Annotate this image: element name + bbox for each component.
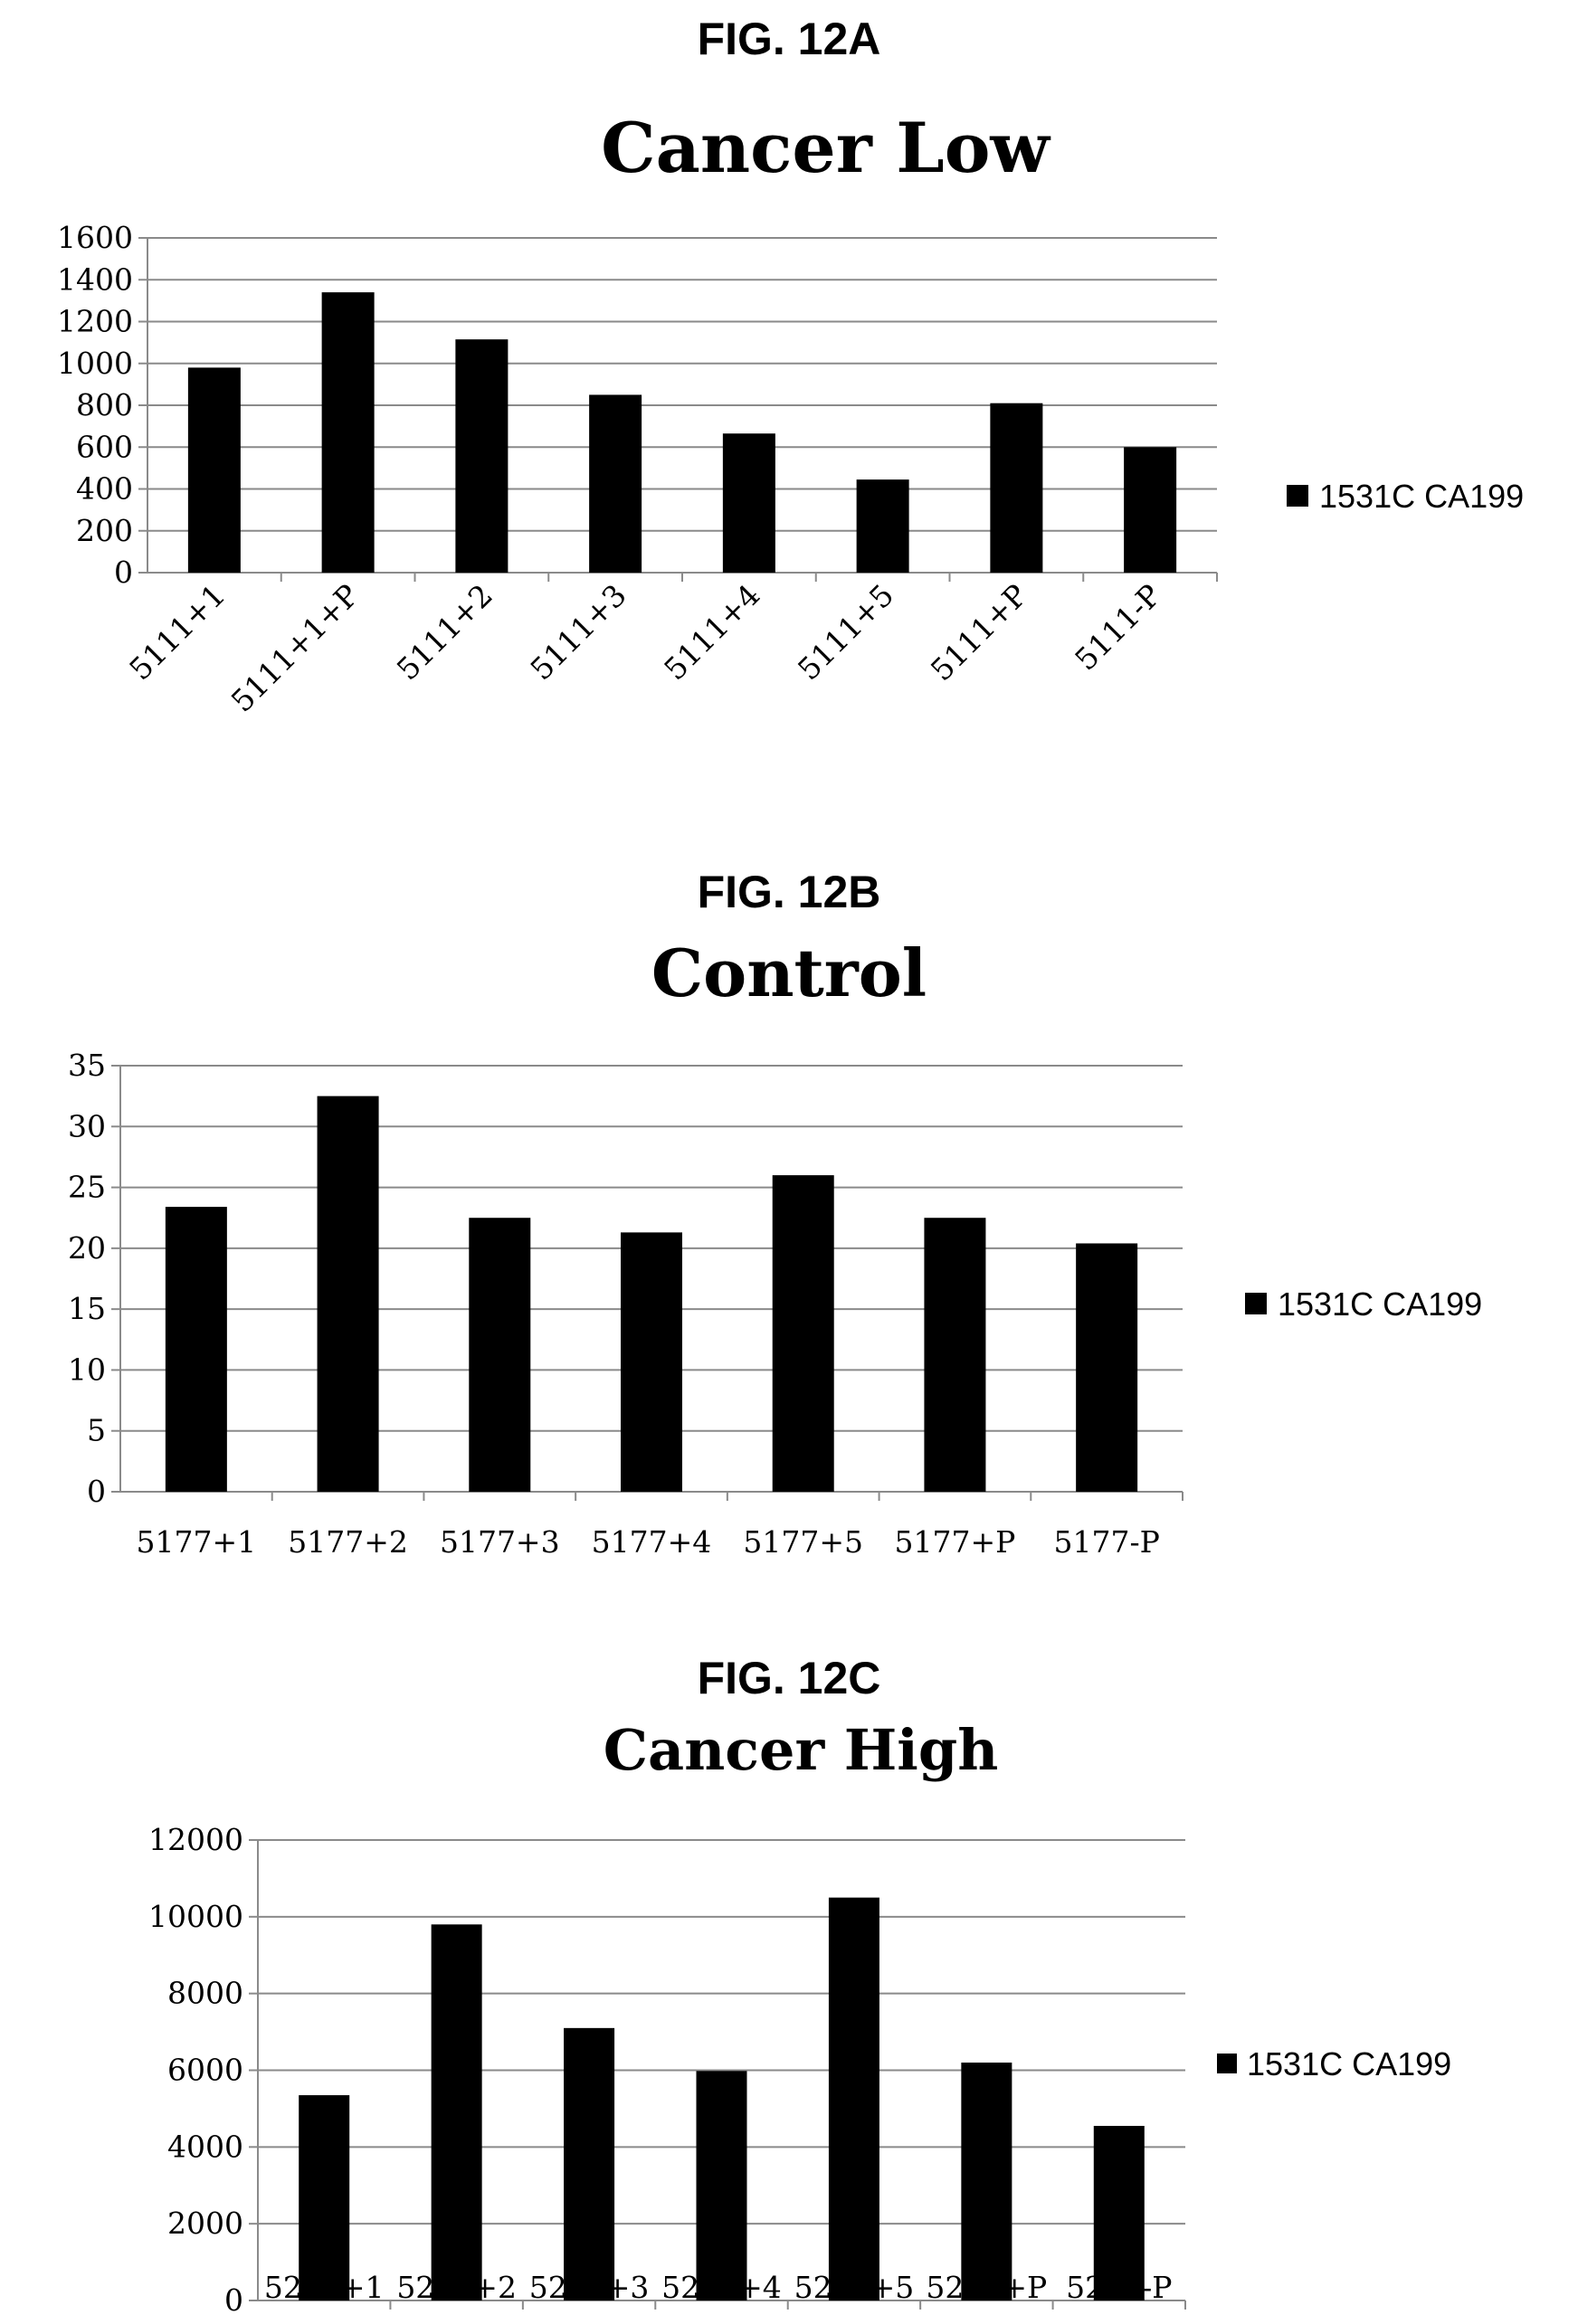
plot-area-12a: 020040060080010001200140016005111+15111+… <box>57 220 1218 719</box>
bar-12b-5177+P <box>924 1218 986 1492</box>
y-tick-label-12b: 30 <box>68 1108 106 1143</box>
x-tick-label-12b: 5177+4 <box>592 1524 712 1560</box>
y-tick-label-12b: 20 <box>68 1230 106 1266</box>
legend-label-12b: 1531C CA199 <box>1278 1285 1482 1323</box>
y-tick-label-12a: 0 <box>114 555 133 590</box>
x-tick-label-12c: 5285-P <box>1066 2270 1172 2305</box>
legend-label-12c: 1531C CA199 <box>1247 2045 1451 2082</box>
bar-12c-5285-P <box>1093 2126 1145 2300</box>
bar-12a-5111+1+P <box>321 292 375 573</box>
y-tick-label-12a: 200 <box>76 513 133 548</box>
y-tick-label-12c: 12000 <box>148 1822 243 1857</box>
y-tick-label-12b: 35 <box>68 1048 106 1083</box>
plot-area-12c: 0 2000 4000 6000 8000 10000 12000 5285+1 5285+2 5… <box>148 1822 1186 2318</box>
figure-label-12a: FIG. 12A <box>698 14 881 64</box>
x-tick-label-12a: 5111+5 <box>791 577 900 687</box>
y-tick-label-12b: 5 <box>87 1413 106 1448</box>
figure-label-12c: FIG. 12C <box>698 1653 881 1703</box>
y-tick-label-12c: 6000 <box>167 2053 243 2088</box>
bar-12c-5285+2 <box>431 1924 482 2300</box>
x-tick-label-12a: 5111+P <box>924 577 1034 688</box>
x-tick-label-12c: 5285+P <box>926 2270 1047 2305</box>
legend-swatch-12c <box>1217 2054 1237 2073</box>
plot-area-12b: 0 5 10 15 20 25 30 35 5177+1 5177+2 5177+3 5177+4 51… <box>68 1048 1184 1560</box>
bar-12a-5111+3 <box>589 394 642 573</box>
bar-12b-5177-P <box>1076 1243 1138 1492</box>
bar-12b-5177+1 <box>165 1207 227 1492</box>
legend-label-12a: 1531C CA199 <box>1319 478 1524 515</box>
y-tick-label-12c: 4000 <box>167 2129 243 2164</box>
bar-12c-5285+P <box>961 2063 1012 2300</box>
x-tick-label-12a: 5111+2 <box>390 577 499 687</box>
x-tick-label-12b: 5177+P <box>895 1524 1016 1560</box>
bar-12c-5285+5 <box>828 1897 879 2300</box>
y-tick-label-12a: 1400 <box>57 261 133 297</box>
x-tick-label-12b: 5177-P <box>1053 1524 1159 1560</box>
x-tick-label-12b: 5177+2 <box>288 1524 408 1560</box>
y-tick-label-12b: 25 <box>68 1170 106 1205</box>
bar-12b-5177+4 <box>621 1232 682 1492</box>
bar-12b-5177+3 <box>469 1218 531 1492</box>
bar-12b-5177+2 <box>317 1096 379 1492</box>
y-tick-label-12b: 15 <box>68 1291 106 1326</box>
x-tick-label-12c: 5285+4 <box>661 2270 782 2305</box>
bar-12a-5111-P <box>1124 447 1177 573</box>
x-tick-label-12a: 5111-P <box>1068 577 1168 678</box>
bar-12c-5285+1 <box>299 2095 350 2300</box>
bar-12a-5111+5 <box>856 479 909 573</box>
bar-12c-5285+4 <box>696 2071 747 2300</box>
x-tick-label-12a: 5111+1+P <box>224 577 366 719</box>
x-tick-label-12b: 5177+1 <box>137 1524 257 1560</box>
chart-12b: FIG. 12B Control 0 5 10 15 20 25 30 35 5177+1 517… <box>68 867 1482 1560</box>
y-tick-label-12b: 0 <box>87 1474 106 1509</box>
y-tick-label-12b: 10 <box>68 1352 106 1387</box>
y-tick-label-12c: 10000 <box>148 1899 243 1934</box>
legend-swatch-12b <box>1245 1293 1267 1314</box>
x-tick-label-12a: 5111+1 <box>122 577 232 687</box>
legend-12a: 1531C CA199 <box>1287 478 1524 515</box>
x-tick-label-12c: 5285+3 <box>529 2270 650 2305</box>
chart-12c: FIG. 12C Cancer High 0 2000 4000 6000 8000 10… <box>148 1653 1451 2318</box>
y-tick-label-12c: 8000 <box>167 1976 243 2011</box>
legend-swatch-12a <box>1287 485 1308 507</box>
bar-12a-5111+2 <box>455 339 509 573</box>
bar-12a-5111+1 <box>187 367 241 573</box>
bar-12a-5111+P <box>990 403 1043 573</box>
x-tick-label-12c: 5285+1 <box>264 2270 385 2305</box>
x-tick-label-12a: 5111+3 <box>523 577 632 687</box>
x-tick-label-12b: 5177+3 <box>440 1524 560 1560</box>
chart-12a: FIG. 12A Cancer Low 0 200 400 600 800 1000 120… <box>57 14 1524 719</box>
x-tick-label-12a: 5111+4 <box>657 577 766 687</box>
figure-label-12b: FIG. 12B <box>698 867 881 917</box>
bar-12b-5177+5 <box>772 1175 834 1492</box>
y-tick-label-12a: 800 <box>76 387 133 422</box>
bar-12a-5111+4 <box>722 433 775 573</box>
y-tick-label-12a: 1200 <box>57 304 133 339</box>
chart-title-12b: Control <box>651 934 927 1011</box>
y-tick-label-12c: 0 <box>224 2282 243 2318</box>
y-tick-label-12c: 2000 <box>167 2205 243 2241</box>
y-tick-label-12a: 600 <box>76 429 133 464</box>
y-tick-label-12a: 1600 <box>57 220 133 255</box>
chart-title-12a: Cancer Low <box>601 108 1050 188</box>
y-tick-label-12a: 1000 <box>57 346 133 381</box>
x-tick-label-12b: 5177+5 <box>743 1524 863 1560</box>
x-tick-label-12c: 5285+5 <box>794 2270 915 2305</box>
chart-title-12c: Cancer High <box>604 1717 999 1783</box>
legend-12c: 1531C CA199 <box>1217 2045 1451 2082</box>
bar-12c-5285+3 <box>564 2027 615 2300</box>
y-tick-label-12a: 400 <box>76 471 133 507</box>
x-tick-label-12c: 5285+2 <box>396 2270 517 2305</box>
legend-12b: 1531C CA199 <box>1245 1285 1482 1323</box>
